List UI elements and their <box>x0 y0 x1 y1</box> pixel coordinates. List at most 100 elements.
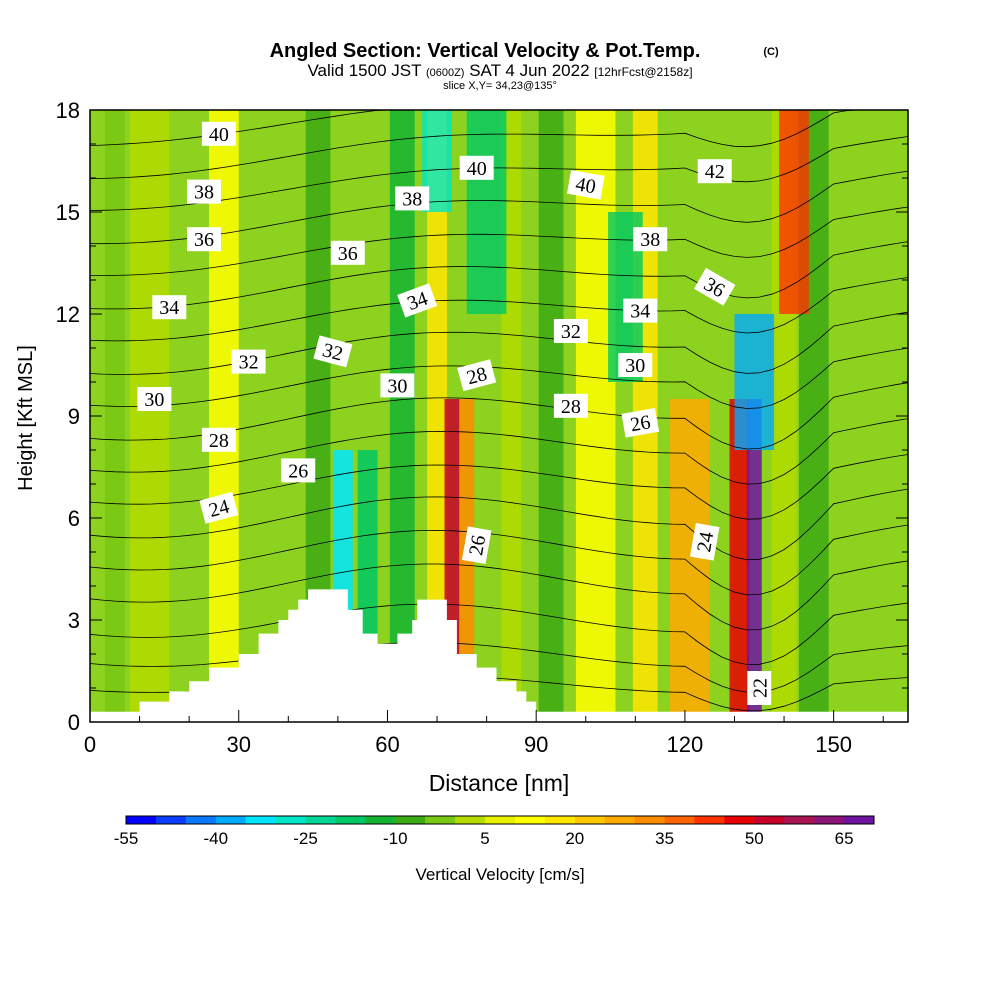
theta-contour-9 <box>89 347 909 409</box>
colorbar-swatch-19 <box>694 816 725 824</box>
theta-contour-1 <box>89 642 909 693</box>
velocity-upper-cell-3 <box>734 314 775 450</box>
contour-label-text: 26 <box>288 460 308 482</box>
y-tick-label-15: 15 <box>56 200 80 225</box>
copyright-mark: (C) <box>763 46 779 58</box>
contour-label-box <box>618 353 653 377</box>
contour-label-4: 32 <box>231 349 266 374</box>
contour-label-box <box>380 373 415 398</box>
velocity-cell-15 <box>729 399 750 722</box>
colorbar-swatch-1 <box>155 816 187 824</box>
contour-label-text: 36 <box>338 243 358 265</box>
velocity-cell-7 <box>427 110 447 722</box>
colorbar-swatch-15 <box>574 816 606 824</box>
contour-label-13: 30 <box>380 373 415 398</box>
theta-contour-3 <box>89 560 909 631</box>
contour-label-text: 22 <box>749 678 771 698</box>
contour-label-19: 28 <box>553 393 588 418</box>
colorbar-tick-label-5: 20 <box>565 829 584 848</box>
colorbar-tick-label-8: 65 <box>835 829 854 848</box>
theta-contour-10 <box>89 311 909 375</box>
valid-utc: (0600Z) <box>426 67 465 79</box>
theta-contour-11 <box>89 277 909 342</box>
terrain-profile <box>90 589 908 722</box>
contour-label-5: 30 <box>137 387 172 411</box>
contour-label-box <box>330 240 365 265</box>
x-axis: 0 30 60 90 120 150 <box>84 710 884 757</box>
colorbar-swatch-22 <box>784 816 815 824</box>
contour-label-text: 36 <box>194 229 214 251</box>
slice-info: slice X,Y= 34,23@135° <box>443 80 557 92</box>
contour-label-14: 40 <box>459 155 494 180</box>
velocity-cell-16 <box>746 399 762 722</box>
colorbar-tick-label-0: -55 <box>114 829 139 848</box>
contour-label-text: 30 <box>144 389 164 411</box>
contour-label-box <box>201 427 236 452</box>
theta-contour-7 <box>89 418 909 485</box>
contour-label-7: 26 <box>281 458 316 483</box>
theta-contour-12 <box>89 241 909 310</box>
theta-contour-4 <box>89 524 909 596</box>
x-tick-label-150: 150 <box>815 732 852 757</box>
valid-date: SAT 4 Jun 2022 <box>469 61 589 80</box>
valid-time-line: Valid 1500 JST (0600Z) SAT 4 Jun 2022 [1… <box>307 61 692 80</box>
contour-label-box <box>187 179 221 204</box>
x-tick-label-90: 90 <box>524 732 548 757</box>
contour-label-17: 40 <box>566 170 605 200</box>
contour-label-2: 36 <box>187 227 221 252</box>
colorbar-swatch-7 <box>335 816 366 824</box>
contour-label-text: 28 <box>561 396 581 418</box>
colorbar-swatch-10 <box>425 816 456 824</box>
contour-label-26: 24 <box>689 522 720 561</box>
contour-label-box <box>553 319 588 343</box>
contour-label-text: 30 <box>387 375 407 397</box>
contour-label-1: 38 <box>187 179 221 204</box>
contour-label-text: 28 <box>209 430 229 452</box>
y-tick-label-9: 9 <box>68 404 80 429</box>
velocity-cell-2 <box>208 110 239 722</box>
contour-label-text: 32 <box>561 321 581 343</box>
contour-label-box <box>395 186 430 211</box>
theta-contour-5 <box>89 488 909 561</box>
contour-label-10: 36 <box>330 240 365 265</box>
contour-label-11: 38 <box>395 186 430 211</box>
colorbar-swatch-21 <box>754 816 785 824</box>
contour-label-text: 42 <box>705 161 725 183</box>
contour-label-text: 26 <box>629 411 653 436</box>
contour-label-text: 32 <box>239 352 259 374</box>
colorbar-tick-label-3: -10 <box>383 829 408 848</box>
colorbar-swatch-20 <box>724 816 755 824</box>
velocity-cell-0 <box>104 110 125 722</box>
colorbar-swatch-2 <box>185 816 217 824</box>
colorbar-swatch-3 <box>215 816 247 824</box>
contour-label-6: 28 <box>201 427 236 452</box>
contour-label-box <box>201 121 236 146</box>
chart-title: Angled Section: Vertical Velocity & Pot.… <box>270 40 701 62</box>
contour-label-27: 22 <box>747 671 772 705</box>
contour-label-box <box>689 522 720 561</box>
colorbar-swatch-4 <box>245 816 277 824</box>
colorbar-swatch-5 <box>275 816 306 824</box>
y-axis-label: Height [Kft MSL] <box>15 345 37 491</box>
colorbar-swatch-0 <box>126 816 157 824</box>
y-tick-label-12: 12 <box>56 302 80 327</box>
colorbar-swatch-14 <box>544 816 576 824</box>
colorbar-tick-label-1: -40 <box>204 829 229 848</box>
colorbar-swatch-17 <box>634 816 665 824</box>
theta-contour-2 <box>89 602 909 665</box>
x-axis-label: Distance [nm] <box>429 770 570 796</box>
contour-label-box <box>459 155 494 180</box>
colorbar-label: Vertical Velocity [cm/s] <box>415 865 584 884</box>
valid-prefix: Valid 1500 JST <box>307 61 421 80</box>
colorbar-swatch-9 <box>395 816 426 824</box>
theta-contour-14 <box>89 170 909 245</box>
y-tick-label-0: 0 <box>68 710 80 735</box>
contour-label-box <box>187 227 221 252</box>
velocity-cell-14 <box>670 399 710 722</box>
contour-label-15: 28 <box>457 359 497 392</box>
y-tick-label-18: 18 <box>56 98 80 123</box>
forecast-tag: [12hrFcst@2158z] <box>594 65 692 79</box>
contour-label-box <box>553 393 588 418</box>
y-tick-label-3: 3 <box>68 608 80 633</box>
